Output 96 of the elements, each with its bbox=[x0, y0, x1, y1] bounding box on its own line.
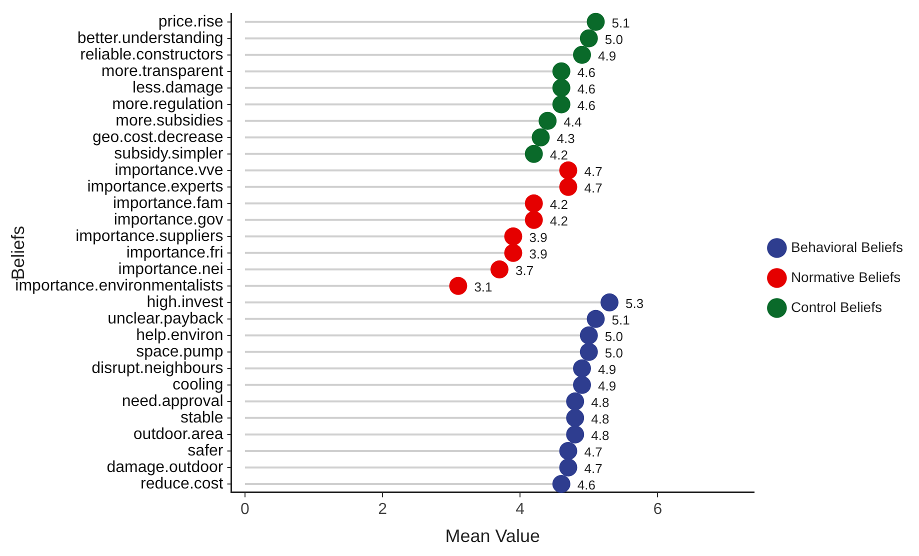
y-axis-title: Beliefs bbox=[8, 226, 28, 280]
data-label: 4.4 bbox=[564, 114, 582, 130]
y-tick-label: more.transparent bbox=[101, 62, 224, 80]
y-tick-label: space.pump bbox=[136, 343, 224, 360]
y-tick-label: outdoor.area bbox=[133, 426, 224, 443]
data-label: 4.6 bbox=[577, 98, 596, 113]
point bbox=[449, 276, 468, 295]
data-label: 4.6 bbox=[577, 81, 596, 96]
point bbox=[524, 210, 543, 229]
y-tick-label: importance.vve bbox=[114, 162, 224, 179]
y-tick-label: importance.fri bbox=[126, 244, 224, 262]
point bbox=[566, 392, 584, 410]
data-label: 5.0 bbox=[604, 32, 623, 47]
point bbox=[552, 95, 570, 114]
y-tick-label: importance.fam bbox=[112, 194, 224, 212]
data-label: 3.7 bbox=[515, 262, 534, 278]
point bbox=[580, 342, 598, 361]
y-tick-label: importance.nei bbox=[118, 260, 224, 278]
data-label: 5.0 bbox=[604, 346, 623, 360]
data-label: 4.6 bbox=[577, 64, 596, 80]
point bbox=[490, 260, 508, 278]
data-label: 4.3 bbox=[556, 130, 575, 146]
y-tick-label: subsidy.simpler bbox=[114, 145, 224, 162]
data-label: 5.0 bbox=[604, 328, 623, 344]
point bbox=[559, 458, 578, 476]
legend-label: Behavioral Beliefs bbox=[790, 238, 903, 255]
y-tick-label: importance.gov bbox=[114, 211, 224, 228]
x-tick-label: 6 bbox=[653, 501, 662, 518]
x-axis-title: Mean Value bbox=[445, 526, 540, 546]
data-label: 4.7 bbox=[584, 164, 602, 179]
data-label: 4.8 bbox=[591, 428, 610, 444]
y-tick-label: importance.suppliers bbox=[76, 228, 224, 245]
point bbox=[504, 227, 522, 246]
x-tick-label: 4 bbox=[516, 501, 525, 518]
point bbox=[580, 29, 598, 48]
point bbox=[566, 425, 584, 444]
data-label: 5.1 bbox=[612, 312, 630, 328]
y-tick-label: less.damage bbox=[132, 79, 224, 96]
y-tick-label: high.invest bbox=[146, 294, 224, 311]
point bbox=[573, 359, 591, 378]
y-tick-label: importance.environmentalists bbox=[15, 277, 224, 294]
y-tick-label: stable bbox=[180, 409, 224, 426]
data-label: 4.7 bbox=[584, 461, 602, 476]
data-label: 4.7 bbox=[584, 180, 602, 196]
data-label: 5.3 bbox=[626, 296, 644, 311]
point bbox=[538, 112, 557, 130]
data-label: 4.2 bbox=[550, 147, 568, 162]
y-tick-label: importance.experts bbox=[87, 178, 224, 196]
data-label: 4.8 bbox=[591, 395, 610, 410]
data-label: 4.6 bbox=[577, 478, 596, 493]
data-label: 3.9 bbox=[529, 246, 548, 262]
y-tick-label: damage.outdoor bbox=[106, 458, 224, 476]
data-label: 4.9 bbox=[598, 48, 616, 64]
point bbox=[573, 376, 591, 394]
y-tick-label: unclear.payback bbox=[108, 310, 224, 328]
data-label: 3.1 bbox=[474, 279, 492, 294]
y-tick-label: price.rise bbox=[158, 13, 224, 30]
point bbox=[552, 474, 570, 493]
point bbox=[552, 78, 570, 97]
point bbox=[573, 46, 591, 64]
y-tick-label: more.subsidies bbox=[116, 112, 224, 130]
data-label: 4.9 bbox=[598, 378, 616, 394]
y-tick-label: help.environ bbox=[136, 326, 224, 344]
point bbox=[586, 310, 605, 328]
y-tick-label: need.approval bbox=[122, 392, 224, 410]
data-label: 4.9 bbox=[598, 362, 616, 377]
y-tick-label: disrupt.neighbours bbox=[92, 360, 224, 377]
y-tick-label: safer bbox=[188, 442, 224, 460]
y-tick-label: reliable.constructors bbox=[80, 46, 224, 64]
point bbox=[566, 408, 584, 427]
data-label: 4.2 bbox=[550, 213, 568, 228]
point bbox=[559, 442, 578, 460]
data-label: 3.9 bbox=[529, 230, 548, 245]
point bbox=[600, 293, 619, 312]
y-tick-label: geo.cost.decrease bbox=[92, 128, 224, 146]
y-tick-label: reduce.cost bbox=[140, 475, 224, 492]
point bbox=[586, 12, 605, 31]
data-label: 4.7 bbox=[584, 444, 602, 460]
y-tick-label: more.regulation bbox=[112, 96, 224, 113]
point bbox=[532, 128, 550, 146]
point bbox=[524, 144, 543, 163]
point bbox=[524, 194, 543, 212]
point bbox=[559, 178, 578, 196]
point bbox=[552, 62, 570, 80]
data-label: 4.2 bbox=[550, 196, 568, 212]
data-label: 4.8 bbox=[591, 412, 610, 427]
legend-label: Normative Beliefs bbox=[790, 268, 901, 285]
point bbox=[580, 326, 598, 344]
point bbox=[559, 161, 578, 180]
x-tick-label: 2 bbox=[378, 501, 388, 518]
x-tick-label: 0 bbox=[240, 501, 250, 518]
legend-label: Control Beliefs bbox=[790, 298, 882, 315]
point bbox=[504, 244, 522, 262]
y-tick-label: cooling bbox=[172, 376, 224, 394]
data-label: 5.1 bbox=[612, 15, 630, 30]
y-tick-label: better.understanding bbox=[77, 30, 224, 47]
